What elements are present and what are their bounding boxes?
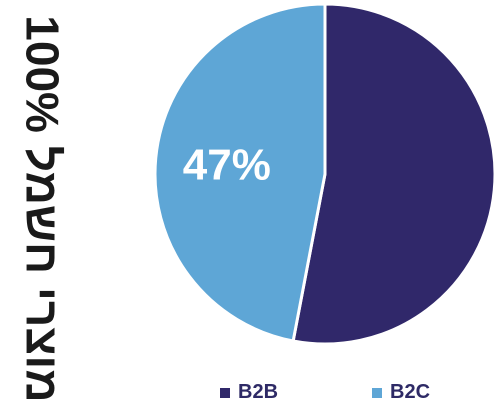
legend-swatch-b2c [372, 388, 382, 398]
pie-slice-b2b [291, 2, 497, 346]
pie-slices [153, 2, 497, 346]
legend-swatch-b2b [220, 388, 230, 398]
pie-slice-b2c [153, 2, 327, 343]
pie-slice-labels: 47% [183, 141, 271, 190]
slice-label-b2c: 47% [183, 141, 271, 190]
chart-legend: B2B B2C [220, 381, 430, 403]
legend-label-b2b: B2B [238, 381, 278, 403]
legend-label-b2c: B2C [390, 381, 430, 403]
